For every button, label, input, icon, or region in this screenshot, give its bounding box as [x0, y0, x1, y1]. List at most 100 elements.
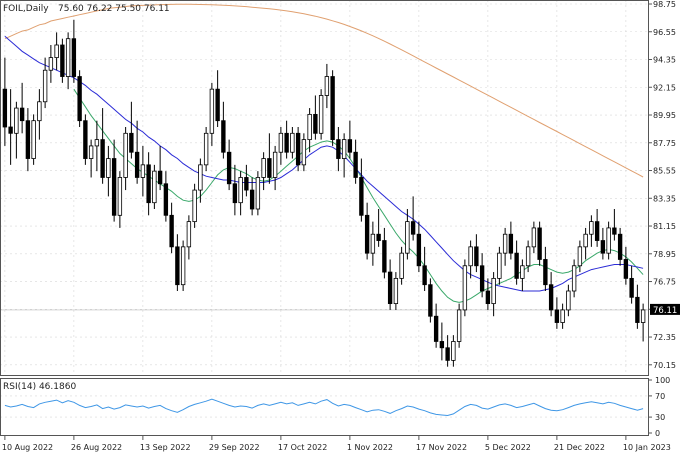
candle-body-down [19, 107, 25, 122]
current-price-value: 76.11 [653, 306, 677, 316]
candle-body-up [341, 139, 347, 159]
candle-body-down [134, 151, 140, 178]
candle [491, 272, 496, 317]
candle-body-up [560, 309, 565, 323]
candle-body-down [479, 265, 485, 292]
candle-body-down [249, 189, 255, 210]
price-tick-label: 87.75 [653, 139, 676, 148]
candle-body-up [186, 221, 192, 248]
time-tick-label: 17 Nov 2022 [416, 443, 467, 452]
time-tick-label: 10 Jan 2023 [623, 443, 671, 452]
candle-body-up [640, 309, 646, 323]
price-tick-label: 92.15 [653, 83, 676, 92]
candle-body-down [295, 132, 301, 166]
candle-body-up [525, 246, 531, 267]
candle [140, 145, 146, 197]
candle [537, 221, 542, 266]
candle-body-down [623, 259, 629, 279]
candle-body-down [382, 240, 387, 273]
candle-body-down [428, 284, 433, 317]
candle-body-up [456, 309, 462, 342]
price-tick-label: 81.15 [653, 222, 676, 231]
candle-body-up [209, 88, 215, 134]
candle [88, 139, 94, 178]
candle [117, 171, 123, 228]
candle [19, 82, 25, 134]
candle-body-down [175, 246, 180, 286]
candle [244, 164, 249, 197]
price-tick-label: 83.35 [653, 194, 676, 203]
candle [249, 177, 255, 216]
candle-body-down [422, 265, 427, 286]
candle-body-down [433, 315, 439, 342]
candle-body-down [359, 177, 364, 216]
candle-body-up [278, 132, 284, 153]
price-tick-label: 96.55 [653, 28, 676, 37]
candle-body-down [387, 271, 393, 305]
candle-body-up [318, 95, 324, 134]
candle [290, 127, 295, 159]
ma-orange-line [4, 3, 644, 178]
candle [307, 108, 312, 153]
time-axis: 10 Aug 2022 26 Aug 2022 13 Sep 2022 29 Sep … [2, 436, 671, 452]
candle-body-up [117, 177, 123, 216]
candle-body-up [94, 139, 100, 147]
main-panel-frame [0, 0, 649, 376]
candle-body-down [353, 151, 358, 178]
candle [65, 32, 71, 90]
candle-body-up [301, 139, 307, 166]
candle-body-down [226, 151, 232, 185]
candle-body-down [629, 277, 634, 298]
candle [232, 164, 238, 216]
candle [111, 139, 117, 222]
candle [226, 139, 232, 191]
price-tick-label: 78.95 [653, 250, 676, 259]
candle-body-down [267, 158, 272, 178]
candle-body-up [192, 189, 197, 223]
candle-body-down [594, 221, 600, 241]
price-tick-label: 98.75 [653, 0, 676, 9]
time-tick-label: 13 Sep 2022 [140, 443, 191, 452]
candle-body-up [140, 164, 146, 178]
candle [301, 133, 307, 172]
candle-body-up [31, 120, 36, 159]
candle [497, 246, 502, 285]
candle [83, 114, 88, 165]
candle-body-up [589, 221, 594, 235]
ohlc-label: 75.60 76.22 75.50 76.11 [58, 4, 170, 14]
candle-body-up [152, 170, 157, 204]
candle-body-down [376, 233, 381, 241]
candle-body-up [307, 113, 312, 141]
candle [341, 133, 347, 178]
current-price-tag [650, 303, 680, 315]
candle [410, 196, 416, 241]
candle [445, 335, 450, 367]
ma-blue-line [4, 35, 644, 292]
candle-body-up [106, 158, 111, 178]
candle-body-down [100, 139, 105, 178]
candle-body-up [180, 246, 186, 286]
rsi-panel [4, 398, 644, 417]
candle [77, 70, 82, 127]
candle-body-up [37, 101, 42, 122]
candle [192, 183, 197, 228]
candle [198, 158, 203, 203]
rsi-tick-label: 100 [655, 376, 670, 385]
candle-body-down [163, 183, 169, 216]
candle [25, 108, 31, 172]
time-tick-label: 1 Nov 2022 [347, 443, 393, 452]
candle-body-up [577, 246, 583, 267]
candle [462, 259, 468, 317]
candle-body-down [514, 252, 519, 279]
candle-body-down [612, 227, 617, 235]
candle [594, 209, 600, 247]
candle [433, 303, 439, 348]
candle [525, 240, 531, 273]
candle [376, 209, 381, 247]
candle-body-up [48, 57, 54, 71]
candle [456, 303, 462, 348]
candle-body-down [543, 259, 548, 286]
candle [295, 127, 301, 172]
candle [267, 133, 272, 184]
